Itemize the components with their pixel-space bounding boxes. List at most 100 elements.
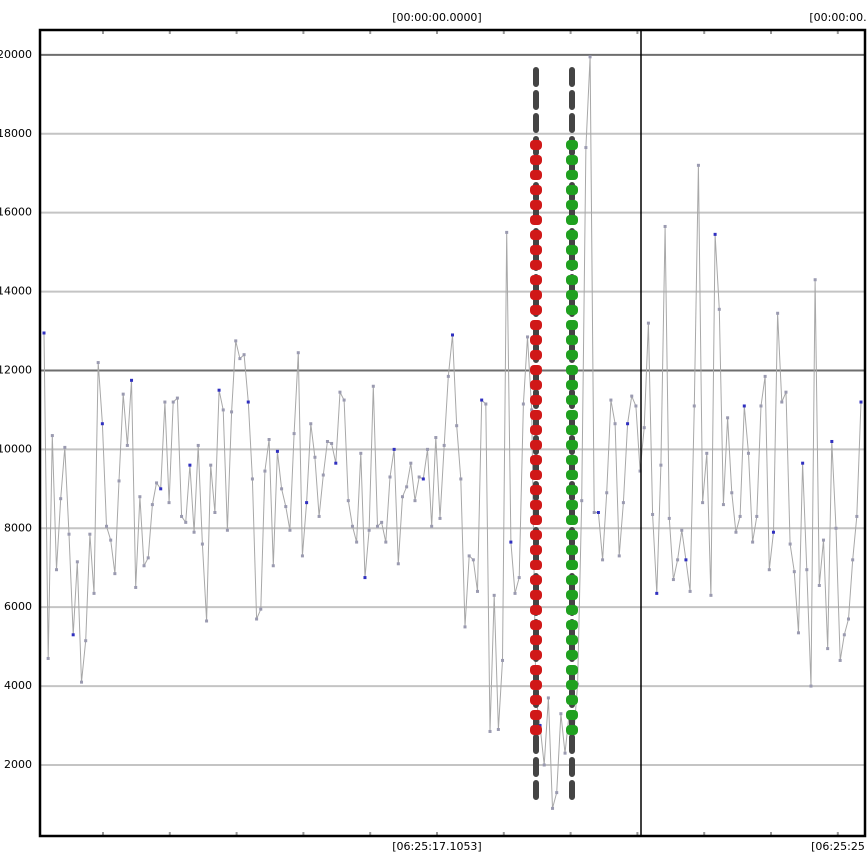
data-point	[221, 408, 225, 412]
data-point	[146, 556, 150, 560]
data-point	[730, 491, 734, 495]
data-point	[142, 564, 146, 568]
data-point	[688, 589, 692, 593]
y-tick-label: 18000	[0, 127, 32, 140]
data-point	[384, 540, 388, 544]
data-point	[438, 516, 442, 520]
data-point	[284, 505, 288, 509]
data-point	[709, 593, 713, 597]
data-point	[255, 617, 259, 621]
data-point	[150, 503, 154, 507]
data-point	[400, 495, 404, 499]
data-point	[80, 680, 84, 684]
data-point	[200, 542, 204, 546]
data-point	[796, 631, 800, 635]
cursor-marker	[566, 350, 578, 360]
data-point	[246, 400, 250, 404]
data-point	[621, 501, 625, 505]
data-point	[309, 422, 313, 426]
cursor-marker	[530, 530, 542, 540]
data-point	[713, 232, 717, 236]
cursor-marker	[566, 170, 578, 180]
data-point	[492, 593, 496, 597]
cursor-marker	[566, 665, 578, 675]
data-point	[617, 554, 621, 558]
data-point	[425, 447, 429, 451]
cursor-marker	[566, 410, 578, 420]
data-point	[313, 455, 317, 459]
cursor-marker	[566, 140, 578, 150]
data-point	[42, 331, 46, 335]
cursor-marker	[566, 545, 578, 555]
data-point	[155, 481, 159, 485]
data-point	[125, 443, 129, 447]
y-tick-label: 14000	[0, 285, 32, 298]
cursor-marker	[530, 635, 542, 645]
data-point	[242, 353, 246, 357]
data-point	[159, 487, 163, 491]
data-point	[180, 514, 184, 518]
data-point	[630, 394, 634, 398]
data-point	[809, 684, 813, 688]
data-point	[117, 479, 121, 483]
cursor-marker	[530, 620, 542, 630]
y-tick-label: 4000	[4, 679, 32, 692]
data-point	[834, 526, 838, 530]
data-point	[559, 712, 563, 716]
data-point	[509, 540, 513, 544]
data-point	[792, 570, 796, 574]
cursor-marker	[530, 560, 542, 570]
cursor-marker	[566, 695, 578, 705]
data-point	[667, 516, 671, 520]
cursor-marker	[530, 410, 542, 420]
data-point	[250, 477, 254, 481]
cursor-marker	[530, 335, 542, 345]
cursor-marker	[530, 725, 542, 735]
data-point	[455, 424, 459, 428]
data-point	[817, 583, 821, 587]
cursor-marker	[566, 425, 578, 435]
data-point	[109, 538, 113, 542]
data-point	[655, 591, 659, 595]
y-tick-label: 2000	[4, 758, 32, 771]
data-point	[846, 617, 850, 621]
data-point	[526, 335, 530, 339]
cursor-marker	[566, 365, 578, 375]
data-point	[267, 438, 271, 442]
data-point	[563, 751, 567, 755]
cursor-marker	[530, 380, 542, 390]
data-point	[96, 361, 100, 365]
data-point	[830, 439, 834, 443]
cursor-marker	[530, 365, 542, 375]
data-point	[225, 528, 229, 532]
cursor-marker	[566, 575, 578, 585]
cursor-marker	[530, 350, 542, 360]
data-point	[717, 307, 721, 311]
data-point	[300, 554, 304, 558]
data-point	[592, 510, 596, 514]
cursor-marker	[530, 305, 542, 315]
data-point	[659, 463, 663, 467]
cursor-marker	[566, 440, 578, 450]
data-point	[642, 426, 646, 430]
data-point	[676, 558, 680, 562]
data-point	[842, 633, 846, 637]
data-point	[651, 512, 655, 516]
data-point	[134, 585, 138, 589]
data-point	[476, 589, 480, 593]
data-point	[334, 461, 338, 465]
data-point	[546, 696, 550, 700]
data-point	[851, 558, 855, 562]
data-point	[388, 475, 392, 479]
data-point	[805, 568, 809, 572]
data-point	[784, 390, 788, 394]
data-point	[588, 55, 592, 59]
data-point	[84, 639, 88, 643]
cursor-marker	[530, 320, 542, 330]
cursor-marker	[566, 710, 578, 720]
data-point	[776, 311, 780, 315]
cursor-marker	[566, 245, 578, 255]
cursor-marker	[566, 305, 578, 315]
